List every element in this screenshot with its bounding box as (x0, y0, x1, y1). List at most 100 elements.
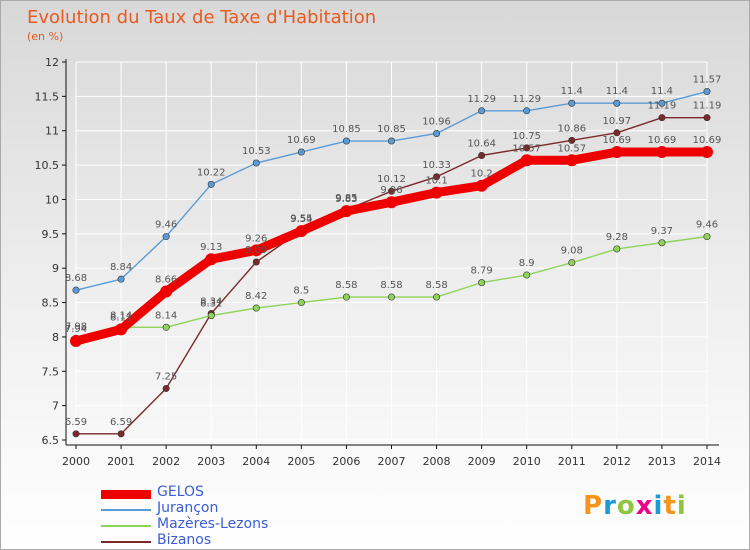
y-tick-label: 9.5 (42, 228, 60, 241)
logo-letter: i (653, 491, 664, 521)
y-tick-label: 7.5 (42, 365, 60, 378)
data-label: 9.09 (245, 245, 267, 256)
data-point (701, 146, 713, 159)
data-label: 10.97 (603, 116, 632, 127)
data-label: 6.59 (110, 417, 132, 428)
x-tick-label: 2013 (648, 455, 676, 468)
data-label: 8.58 (380, 280, 402, 291)
legend-label: Jurançon (157, 500, 219, 516)
data-point (565, 154, 578, 167)
data-label: 10.2 (471, 169, 493, 180)
legend-label: Mazères-Lezons (157, 516, 269, 532)
data-point (252, 304, 260, 312)
data-point (162, 384, 170, 392)
data-label: 11.4 (561, 86, 583, 97)
data-point (433, 173, 441, 181)
data-point (72, 430, 80, 438)
logo-letter: P (583, 491, 604, 521)
data-label: 10.69 (693, 135, 722, 146)
legend-swatch (101, 541, 151, 543)
chart-title: Evolution du Taux de Taxe d'Habitation (27, 7, 377, 28)
y-tick-label: 11.5 (35, 90, 60, 103)
data-label: 9.08 (561, 246, 583, 257)
data-label: 10.53 (242, 146, 271, 157)
data-point (523, 271, 531, 279)
data-point (207, 180, 215, 188)
data-label: 8.42 (245, 291, 267, 302)
data-label: 10.22 (197, 167, 226, 178)
y-tick-label: 8.5 (42, 297, 60, 310)
x-tick-label: 2007 (378, 455, 406, 468)
data-point (613, 99, 621, 107)
data-point (568, 259, 576, 267)
data-point (433, 293, 441, 301)
x-tick-label: 2005 (287, 455, 315, 468)
data-label: 11.19 (648, 101, 677, 112)
data-point (295, 225, 308, 238)
data-label: 8.58 (335, 280, 357, 291)
data-point (387, 293, 395, 301)
data-label: 8.9 (519, 258, 535, 269)
data-label: 10.64 (467, 138, 496, 149)
data-label: 10.33 (422, 160, 451, 171)
data-label: 10.69 (603, 135, 632, 146)
x-tick-label: 2014 (693, 455, 721, 468)
data-point (478, 107, 486, 115)
data-label: 8.66 (155, 275, 177, 286)
data-point (613, 129, 621, 137)
data-label: 9.55 (290, 213, 312, 224)
data-label: 11.19 (693, 101, 722, 112)
data-point (430, 186, 443, 199)
data-label: 9.28 (606, 232, 628, 243)
data-label: 11.4 (651, 86, 673, 97)
data-label: 11.29 (467, 94, 496, 105)
data-point (475, 179, 488, 192)
logo-letter: o (616, 491, 636, 521)
data-label: 6.59 (65, 417, 87, 428)
data-label: 8.14 (155, 310, 177, 321)
data-point (703, 233, 711, 241)
data-point (160, 285, 173, 298)
y-tick-label: 8 (52, 331, 59, 344)
data-label: 7.25 (155, 371, 177, 382)
x-tick-label: 2010 (513, 455, 541, 468)
x-tick-label: 2002 (152, 455, 180, 468)
x-tick-label: 2003 (197, 455, 225, 468)
data-point (387, 137, 395, 145)
data-label: 10.85 (377, 124, 406, 135)
data-label: 11.4 (606, 86, 628, 97)
data-point (568, 136, 576, 144)
x-tick-label: 2009 (468, 455, 496, 468)
y-tick-label: 10 (45, 193, 59, 206)
data-label: 8.34 (200, 297, 222, 308)
x-tick-label: 2004 (242, 455, 270, 468)
data-point (162, 323, 170, 331)
data-label: 9.85 (335, 193, 357, 204)
data-label: 8.31 (200, 299, 222, 310)
data-label: 9.83 (335, 194, 357, 205)
y-tick-label: 10.5 (35, 159, 60, 172)
data-point (610, 146, 623, 159)
data-point (613, 245, 621, 253)
data-label: 8.84 (110, 262, 132, 273)
logo-letter: x (635, 491, 654, 521)
data-point (297, 148, 305, 156)
x-tick-label: 2011 (558, 455, 586, 468)
data-point (433, 129, 441, 137)
data-point (658, 239, 666, 247)
data-point (385, 196, 398, 209)
data-label: 9.26 (245, 233, 267, 244)
data-label: 10.86 (557, 123, 586, 134)
y-tick-label: 12 (45, 56, 59, 69)
data-label: 11.57 (693, 75, 722, 86)
data-point (72, 286, 80, 294)
data-point (205, 253, 218, 266)
data-point (252, 159, 260, 167)
data-label: 8.14 (110, 310, 132, 321)
x-tick-label: 2012 (603, 455, 631, 468)
data-point (387, 187, 395, 195)
data-point (340, 205, 353, 218)
legend-swatch (101, 509, 151, 511)
data-label: 7.98 (65, 321, 87, 332)
x-tick-label: 2001 (107, 455, 135, 468)
